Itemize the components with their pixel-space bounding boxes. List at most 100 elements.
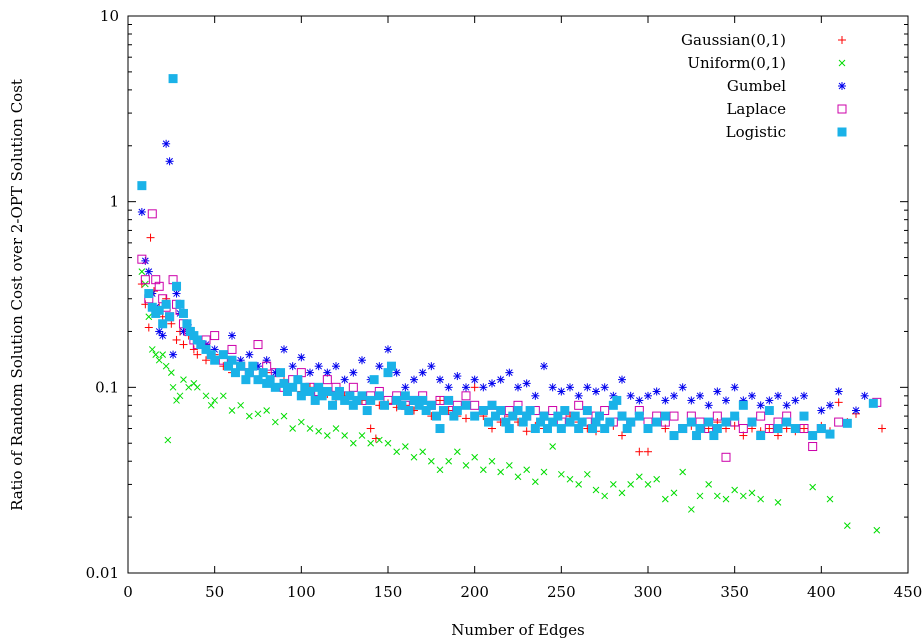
data-point: [159, 351, 167, 358]
data-point: [384, 439, 392, 447]
data-point: [172, 289, 181, 298]
data-point: [704, 417, 714, 427]
data-point: [332, 425, 340, 432]
data-point: [144, 267, 153, 276]
data-point: [158, 331, 167, 340]
data-point: [276, 368, 286, 378]
legend-label: Logistic: [726, 123, 786, 141]
data-point: [577, 417, 587, 427]
data-point: [670, 489, 678, 497]
data-point: [518, 417, 528, 427]
data-point: [237, 401, 245, 409]
data-point: [470, 383, 479, 392]
data-point: [670, 391, 678, 400]
data-point: [386, 361, 396, 371]
data-point: [404, 406, 414, 416]
data-point: [206, 350, 216, 360]
data-point: [782, 401, 791, 410]
x-axis-label: Number of Edges: [451, 621, 585, 639]
data-point: [435, 395, 445, 405]
data-point: [661, 396, 670, 405]
data-point: [712, 424, 722, 434]
data-point: [374, 391, 384, 401]
data-point: [297, 418, 305, 426]
data-point: [774, 391, 782, 400]
data-point: [791, 396, 800, 405]
data-point: [756, 431, 766, 441]
data-point: [218, 350, 228, 360]
data-point: [296, 391, 306, 401]
data-point: [696, 391, 704, 400]
data-point: [522, 379, 531, 388]
data-point: [731, 486, 739, 494]
data-point: [334, 386, 344, 396]
data-point: [826, 495, 834, 503]
data-point: [332, 362, 340, 371]
data-point: [566, 475, 574, 483]
data-point: [293, 375, 303, 385]
data-point: [504, 424, 514, 434]
data-point: [566, 383, 574, 392]
data-point: [369, 375, 379, 385]
data-point: [180, 376, 187, 384]
data-point: [525, 406, 535, 416]
data-point: [548, 406, 558, 416]
data-point: [419, 448, 427, 456]
y-tick-label: 0.1: [95, 378, 119, 396]
data-point: [436, 466, 444, 474]
data-point: [375, 362, 384, 371]
data-point: [323, 432, 331, 439]
data-point: [709, 431, 719, 441]
data-point: [147, 209, 157, 219]
data-point: [314, 382, 324, 392]
legend-item: Uniform(0,1): [687, 54, 846, 72]
data-point: [678, 383, 687, 392]
data-point: [539, 411, 549, 421]
data-point: [799, 411, 809, 421]
data-point: [574, 391, 583, 400]
data-point: [764, 406, 774, 416]
data-point: [488, 457, 496, 465]
data-point: [144, 323, 153, 332]
data-point: [348, 400, 358, 410]
data-point: [432, 411, 442, 421]
data-point: [522, 411, 532, 421]
data-point: [245, 412, 253, 420]
data-point: [211, 397, 219, 404]
x-tick-label: 350: [720, 583, 749, 601]
data-point: [600, 424, 610, 434]
data-point: [358, 432, 366, 439]
x-tick-label: 0: [123, 583, 133, 601]
data-point: [600, 383, 609, 392]
data-point: [531, 391, 540, 400]
data-point: [449, 411, 459, 421]
data-point: [210, 331, 220, 341]
data-point: [341, 432, 349, 439]
data-point: [748, 391, 756, 400]
plot-frame: [127, 15, 909, 574]
data-point: [722, 495, 730, 503]
data-point: [352, 395, 362, 405]
data-point: [574, 400, 584, 410]
data-point: [730, 411, 740, 421]
data-point: [652, 387, 661, 396]
data-point: [310, 395, 320, 405]
data-point: [634, 411, 644, 421]
data-point: [345, 391, 355, 401]
x-tick-label: 400: [807, 583, 836, 601]
data-point: [258, 368, 268, 378]
data-point: [608, 400, 618, 410]
data-point: [635, 473, 643, 481]
data-point: [427, 457, 435, 465]
data-point: [721, 452, 731, 462]
data-point: [549, 443, 557, 450]
data-point: [349, 439, 357, 447]
data-point: [400, 391, 410, 401]
data-point: [834, 387, 843, 396]
data-point: [254, 410, 262, 418]
data-point: [452, 406, 462, 416]
data-point: [661, 495, 669, 503]
data-point: [155, 356, 163, 364]
data-point: [270, 382, 280, 392]
data-point: [713, 492, 721, 500]
